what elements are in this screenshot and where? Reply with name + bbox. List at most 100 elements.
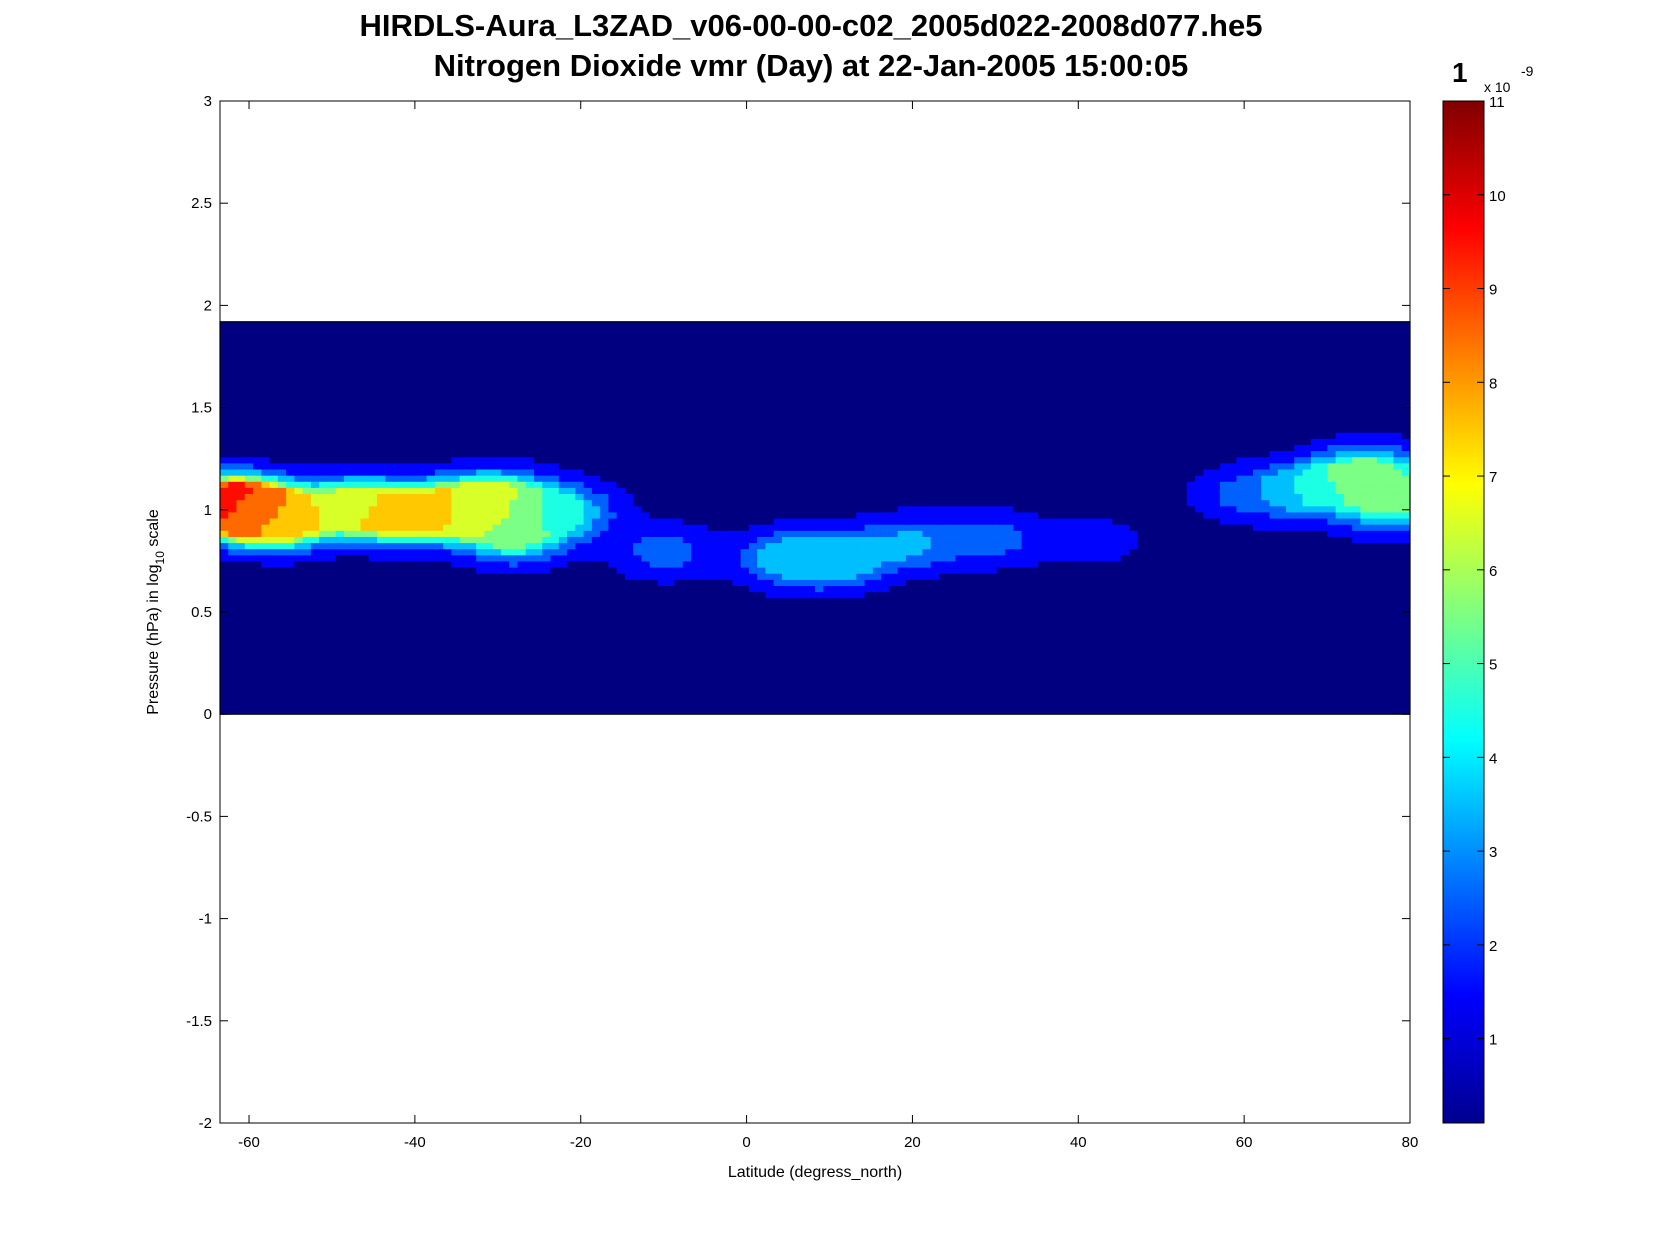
contour-cell: [335, 536, 345, 544]
contour-cell: [517, 321, 527, 329]
contour-cell: [286, 677, 295, 685]
contour-cell: [542, 499, 552, 507]
contour-cell: [707, 530, 717, 537]
contour-cell: [682, 346, 692, 354]
contour-cell: [558, 573, 568, 580]
contour-cell: [666, 389, 676, 396]
contour-cell: [757, 603, 767, 611]
contour-cell: [451, 609, 461, 617]
contour-cell: [500, 536, 510, 544]
contour-cell: [269, 585, 279, 593]
contour-cell: [352, 419, 362, 427]
contour-cell: [806, 671, 816, 679]
contour-cell: [583, 646, 593, 654]
contour-cell: [740, 591, 750, 599]
contour-cell: [608, 358, 618, 366]
contour-cell: [476, 395, 486, 403]
contour-cell: [228, 493, 238, 501]
contour-cell: [740, 395, 750, 403]
contour-cell: [558, 383, 568, 390]
contour-cell: [286, 609, 295, 617]
contour-cell: [418, 432, 428, 439]
contour-cell: [633, 554, 643, 562]
contour-cell: [831, 585, 841, 593]
contour-cell: [757, 456, 767, 464]
contour-cell: [451, 597, 461, 605]
contour-cell: [244, 505, 254, 513]
contour-cell: [434, 481, 444, 488]
contour-cell: [724, 628, 733, 636]
contour-cell: [228, 352, 238, 360]
contour-cell: [385, 616, 395, 623]
contour-cell: [401, 652, 411, 660]
contour-cell: [220, 401, 229, 409]
contour-cell: [418, 475, 428, 482]
contour-cell: [459, 665, 469, 672]
contour-cell: [666, 505, 676, 513]
contour-cell: [343, 481, 353, 488]
contour-cell: [220, 524, 229, 531]
contour-cell: [525, 383, 535, 390]
contour-cell: [748, 560, 758, 568]
contour-cell: [616, 677, 626, 685]
contour-cell: [509, 401, 519, 409]
contour-cell: [558, 536, 568, 544]
contour-cell: [327, 542, 337, 550]
contour-cell: [691, 481, 700, 488]
contour-cell: [253, 321, 262, 329]
contour-cell: [691, 327, 700, 335]
contour-cell: [509, 517, 519, 525]
contour-cell: [509, 334, 519, 341]
contour-cell: [286, 468, 295, 476]
contour-cell: [600, 560, 610, 568]
contour-cell: [641, 683, 651, 691]
contour-cell: [410, 462, 419, 470]
contour-cell: [277, 524, 287, 531]
contour-cell: [434, 524, 444, 531]
contour-cell: [567, 481, 576, 488]
contour-cell: [228, 432, 238, 439]
contour-cell: [633, 708, 643, 715]
contour-cell: [277, 327, 287, 335]
contour-cell: [294, 370, 304, 378]
contour-cell: [443, 597, 452, 605]
contour-cell: [806, 628, 816, 636]
contour-cell: [583, 517, 593, 525]
contour-cell: [352, 597, 362, 605]
contour-cell: [319, 524, 329, 531]
contour-cell: [451, 701, 461, 709]
contour-cell: [798, 407, 808, 415]
contour-cell: [765, 352, 775, 360]
contour-cell: [534, 683, 543, 691]
contour-cell: [418, 395, 428, 403]
contour-cell: [542, 548, 552, 556]
contour-cell: [352, 444, 362, 452]
contour-cell: [715, 456, 725, 464]
contour-cell: [335, 346, 345, 354]
contour-cell: [360, 475, 370, 482]
contour-cell: [377, 665, 386, 672]
contour-cell: [534, 646, 543, 654]
contour-cell: [385, 701, 395, 709]
contour-cell: [509, 407, 519, 415]
contour-cell: [856, 389, 866, 396]
contour-cell: [352, 665, 362, 672]
contour-cell: [244, 609, 254, 617]
contour-cell: [748, 665, 758, 672]
contour-cell: [393, 505, 403, 513]
contour-cell: [517, 622, 527, 629]
contour-cell: [550, 597, 560, 605]
contour-cell: [443, 413, 452, 421]
contour-cell: [244, 548, 254, 556]
contour-cell: [525, 419, 535, 427]
contour-cell: [401, 511, 411, 519]
contour-cell: [649, 524, 659, 531]
contour-cell: [624, 554, 634, 562]
contour-cell: [393, 450, 403, 458]
contour-cell: [624, 468, 634, 476]
contour-cell: [724, 573, 733, 580]
contour-cell: [517, 475, 527, 482]
contour-cell: [261, 634, 271, 642]
contour-cell: [434, 708, 444, 715]
contour-cell: [343, 554, 353, 562]
